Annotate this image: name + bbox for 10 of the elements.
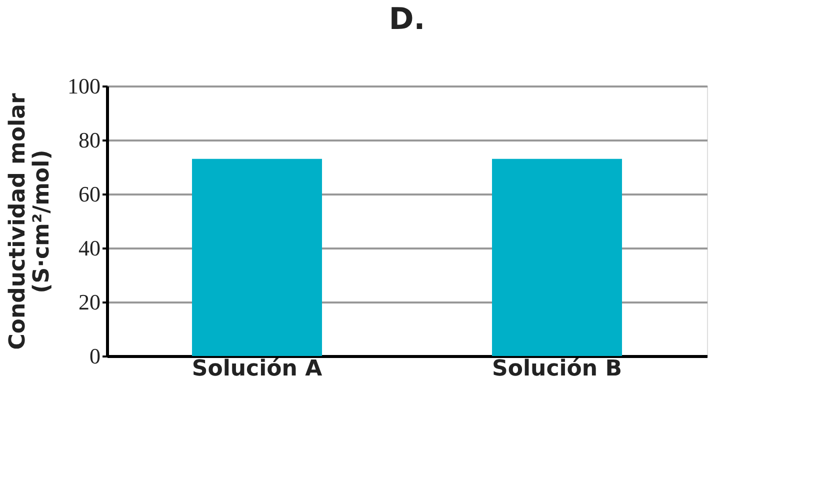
- y-tick-label: 40: [78, 236, 100, 260]
- y-tick-label: 20: [78, 290, 100, 314]
- y-tick-label: 80: [78, 128, 100, 152]
- x-tick-label: Solución B: [492, 356, 622, 382]
- x-tick-label: Solución A: [192, 356, 322, 382]
- y-tick-label: 0: [90, 344, 100, 368]
- y-axis-title: Conductividad molar (S·cm²/mol): [6, 93, 54, 350]
- chart-title: D.: [388, 2, 426, 37]
- y-tick-label: 100: [68, 74, 100, 98]
- y-tick-label: 60: [78, 182, 100, 206]
